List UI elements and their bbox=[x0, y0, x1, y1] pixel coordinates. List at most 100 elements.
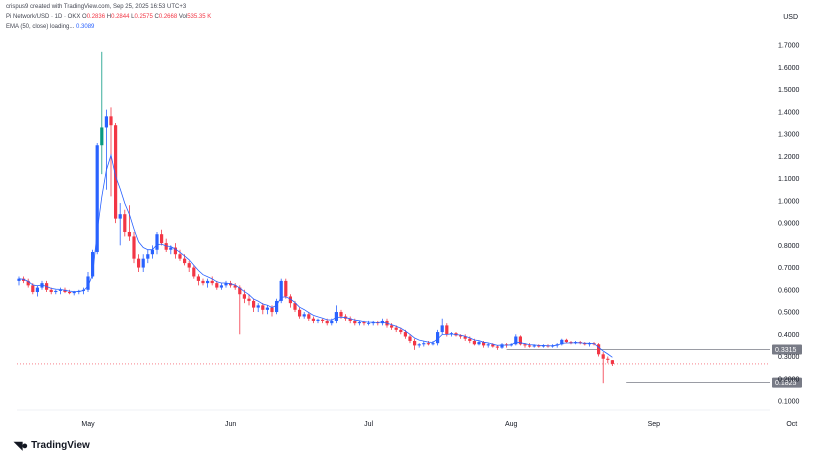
x-tick-label: Jul bbox=[364, 421, 373, 428]
candle-body bbox=[399, 329, 403, 333]
candle-body bbox=[610, 360, 614, 364]
candle-body bbox=[298, 309, 302, 317]
time-axis: May Jun Jul Aug Sep Oct bbox=[81, 421, 797, 428]
price-axis: 0.1000 0.2000 0.3000 0.4000 0.5000 0.6000 0.70… bbox=[778, 43, 800, 406]
candle-body bbox=[500, 344, 504, 348]
candle-body bbox=[100, 127, 104, 146]
candle-body bbox=[537, 345, 541, 347]
candle-body bbox=[196, 276, 200, 281]
candle-body bbox=[587, 343, 591, 345]
candle-body bbox=[541, 345, 545, 347]
y-tick-label: 1.7000 bbox=[778, 43, 800, 50]
candle-body bbox=[390, 325, 394, 328]
candle-body bbox=[229, 283, 233, 286]
candle-body bbox=[408, 336, 412, 341]
y-tick-label: 0.6000 bbox=[778, 287, 800, 294]
y-tick-label: 1.1000 bbox=[778, 176, 800, 183]
candles bbox=[17, 51, 614, 384]
candle-body bbox=[265, 307, 269, 310]
candle-body bbox=[150, 249, 154, 255]
candle-body bbox=[532, 345, 536, 347]
candle-body bbox=[173, 247, 177, 255]
candle-body bbox=[606, 358, 610, 360]
candle-body bbox=[261, 305, 265, 310]
candle-body bbox=[40, 283, 44, 288]
candle-body bbox=[31, 285, 35, 293]
candle-body bbox=[233, 285, 237, 288]
candle-body bbox=[137, 258, 141, 268]
candle-body bbox=[178, 254, 182, 259]
candle-body bbox=[523, 344, 527, 346]
candle-body bbox=[219, 285, 223, 288]
candle-body bbox=[169, 247, 173, 250]
candle-body bbox=[155, 234, 159, 250]
candle-body bbox=[528, 345, 532, 347]
high-label: H bbox=[106, 14, 112, 20]
candle-body bbox=[339, 312, 343, 317]
candle-body bbox=[302, 314, 306, 317]
symbol-label[interactable]: Pi Network/USD · 1D · OKX bbox=[6, 14, 81, 20]
candle-body bbox=[210, 280, 214, 284]
candle-body bbox=[187, 263, 191, 268]
candle-body bbox=[160, 234, 164, 244]
candle-body bbox=[109, 116, 113, 126]
candle-body bbox=[26, 280, 30, 286]
candle-body bbox=[357, 322, 361, 324]
candle-body bbox=[118, 214, 122, 219]
candle-body bbox=[334, 312, 338, 321]
candle-body bbox=[86, 276, 90, 290]
close-label: C bbox=[154, 14, 159, 20]
high-value: 0.2844 bbox=[111, 14, 130, 20]
candle-body bbox=[477, 342, 481, 345]
candle-body bbox=[242, 294, 246, 299]
candle-body bbox=[132, 236, 136, 259]
candle-body bbox=[426, 343, 430, 345]
candle-body bbox=[91, 251, 95, 277]
candle-body bbox=[54, 290, 58, 293]
candle-body bbox=[123, 214, 127, 232]
candle-body bbox=[403, 332, 407, 337]
y-tick-label: 1.2000 bbox=[778, 154, 800, 161]
candle-body bbox=[288, 296, 292, 304]
candle-body bbox=[472, 340, 476, 345]
candle-body bbox=[192, 267, 196, 277]
ema-label[interactable]: EMA (50, close) loading... bbox=[6, 24, 75, 30]
y-tick-label: 0.9000 bbox=[778, 221, 800, 228]
ema-legend: EMA (50, close) loading... 0.3089 bbox=[6, 24, 94, 30]
candle-body bbox=[362, 322, 366, 324]
candle-body bbox=[201, 280, 205, 284]
candle-body bbox=[325, 320, 329, 324]
candle-body bbox=[206, 280, 210, 284]
candle-body bbox=[394, 327, 398, 330]
candle-body bbox=[468, 338, 472, 341]
candle-body bbox=[58, 289, 62, 291]
candle-body bbox=[518, 336, 522, 345]
ema-line bbox=[18, 153, 613, 358]
x-tick-label: May bbox=[81, 421, 95, 428]
ohlc-legend: Pi Network/USD · 1D · OKX O0.2836 H0.284… bbox=[6, 14, 211, 20]
candle-body bbox=[495, 346, 499, 348]
candle-body bbox=[348, 318, 352, 321]
candle-body bbox=[293, 303, 297, 310]
candle-body bbox=[247, 298, 251, 301]
close-value: 0.2668 bbox=[158, 14, 178, 20]
open-value: 0.2836 bbox=[86, 14, 106, 20]
candle-body bbox=[127, 231, 131, 237]
y-tick-label: 1.4000 bbox=[778, 109, 800, 116]
candle-body bbox=[436, 332, 440, 344]
candle-body bbox=[68, 292, 72, 294]
candle-body bbox=[183, 258, 187, 264]
y-tick-label: 0.1000 bbox=[778, 399, 800, 406]
y-tick-label: 0.7000 bbox=[778, 265, 800, 272]
price-level-label: 0.3315 bbox=[775, 347, 797, 354]
horizontal-lines: 0.3315 0.1825 bbox=[17, 344, 802, 388]
candle-body bbox=[316, 319, 320, 321]
y-tick-label: 0.3000 bbox=[778, 354, 800, 361]
x-tick-label: Oct bbox=[786, 421, 797, 428]
candle-body bbox=[601, 354, 605, 359]
candle-body bbox=[321, 319, 325, 321]
low-label: L bbox=[131, 14, 135, 20]
tradingview-logo-text: TradingView bbox=[31, 440, 90, 451]
candle-body bbox=[146, 254, 150, 259]
